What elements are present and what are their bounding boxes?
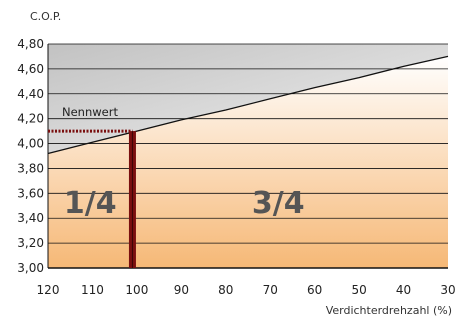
x-tick-label: 100 (125, 283, 148, 297)
grid-lines (47, 43, 448, 269)
cop-curve (47, 55, 449, 155)
x-tick-labels: 120 110 100 90 80 70 60 50 40 30 (37, 283, 456, 297)
y-tick-label: 4,40 (17, 87, 44, 101)
plot-fills (48, 44, 448, 269)
y-tick-label: 3,80 (17, 161, 44, 175)
y-tick-label: 4,00 (17, 137, 44, 151)
x-axis-title: Verdichterdrehzahl (%) (326, 304, 452, 317)
region-label-quarter: 1/4 (64, 186, 117, 221)
y-tick-label: 3,20 (17, 236, 44, 250)
y-tick-label: 4,20 (17, 112, 44, 126)
y-tick-label: 3,00 (17, 261, 44, 275)
x-tick-label: 110 (81, 283, 104, 297)
x-tick-label: 120 (37, 283, 60, 297)
x-tick-label: 90 (174, 283, 189, 297)
nominal-marker-layer (48, 129, 136, 268)
y-tick-label: 4,80 (17, 37, 44, 51)
y-tick-label: 3,40 (17, 211, 44, 225)
series-layer (47, 55, 449, 155)
region-label-three-quarter: 3/4 (252, 186, 305, 221)
y-tick-label: 4,60 (17, 62, 44, 76)
y-tick-label: 3,60 (17, 186, 44, 200)
area-below-curve (48, 56, 448, 269)
y-tick-labels: 3,00 3,20 3,40 3,60 3,80 4,00 4,20 4,40 4,60 4,80 (17, 37, 44, 275)
x-tick-label: 50 (351, 283, 366, 297)
x-tick-label: 70 (263, 283, 278, 297)
x-tick-label: 80 (218, 283, 233, 297)
x-tick-label: 40 (396, 283, 411, 297)
x-tick-label: 60 (307, 283, 322, 297)
nominal-label: Nennwert (62, 105, 118, 119)
y-axis-title: C.O.P. (30, 10, 61, 23)
x-tick-label: 30 (440, 283, 455, 297)
area-above-curve (48, 44, 448, 154)
